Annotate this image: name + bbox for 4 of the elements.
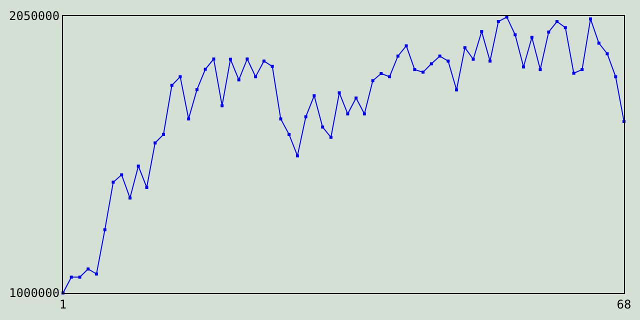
x-tick-label: 1 (59, 297, 67, 312)
x-tick-label: 68 (616, 297, 632, 312)
y-tick-label: 1000000 (9, 286, 60, 300)
y-tick-label: 2050000 (9, 9, 60, 24)
